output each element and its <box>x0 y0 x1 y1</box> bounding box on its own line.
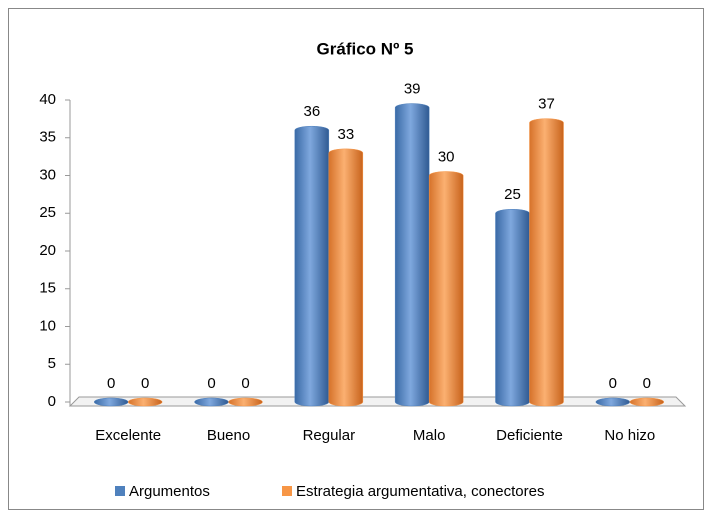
bar <box>495 209 530 407</box>
x-tick-label: No hizo <box>604 427 655 444</box>
chart-title: Gráfico Nº 5 <box>317 39 414 58</box>
y-tick-label: 0 <box>48 393 56 410</box>
bar <box>328 148 364 407</box>
value-label: 0 <box>141 375 149 392</box>
y-tick-label: 15 <box>39 280 56 297</box>
value-label: 0 <box>643 375 651 392</box>
x-tick-label: Bueno <box>207 427 250 444</box>
value-label: 39 <box>404 81 421 98</box>
x-tick-label: Excelente <box>95 427 161 444</box>
x-tick-label: Regular <box>303 427 356 444</box>
bar <box>629 397 665 407</box>
y-tick-label: 30 <box>39 166 56 183</box>
y-tick-label: 25 <box>39 204 56 221</box>
x-tick-label: Deficiente <box>496 427 563 444</box>
legend-label: Estrategia argumentativa, conectores <box>296 483 544 500</box>
bar <box>529 118 564 407</box>
y-tick-label: 5 <box>48 355 56 372</box>
value-label: 37 <box>538 96 555 113</box>
x-tick-label: Malo <box>413 427 446 444</box>
bar <box>428 171 464 407</box>
y-tick-label: 35 <box>39 129 56 146</box>
legend-swatch <box>282 486 292 496</box>
value-label: 0 <box>207 375 215 392</box>
value-label: 30 <box>438 148 455 165</box>
value-label: 0 <box>609 375 617 392</box>
y-tick-label: 10 <box>39 317 56 334</box>
legend-label: Argumentos <box>129 483 210 500</box>
bar <box>194 397 229 407</box>
bar <box>595 397 631 407</box>
y-tick-label: 20 <box>39 242 56 259</box>
y-tick-label: 40 <box>39 91 56 108</box>
bar <box>228 397 263 407</box>
legend-swatch <box>115 486 125 496</box>
value-label: 36 <box>303 103 320 120</box>
bar <box>127 397 163 407</box>
bar <box>294 125 330 407</box>
value-label: 0 <box>107 375 115 392</box>
value-label: 33 <box>337 126 354 143</box>
bar <box>93 397 129 407</box>
value-label: 25 <box>504 186 521 203</box>
value-label: 0 <box>241 375 249 392</box>
bar <box>394 103 430 407</box>
